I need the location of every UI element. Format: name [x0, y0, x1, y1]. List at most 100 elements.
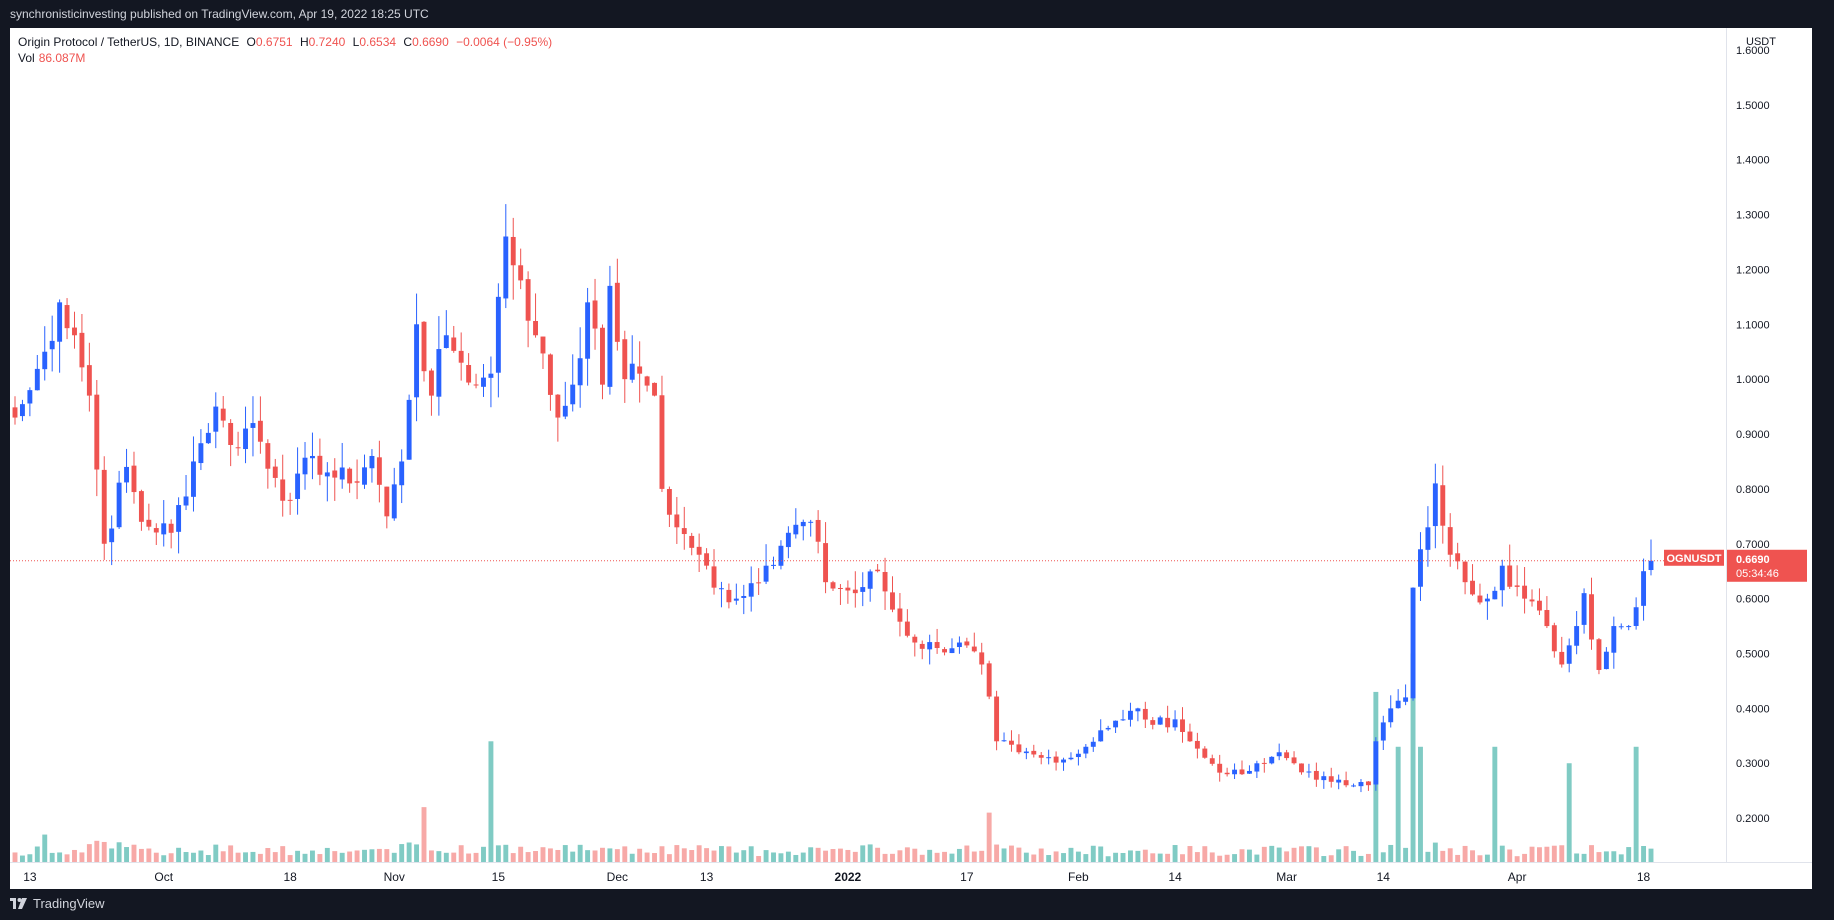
- volume-bar: [34, 846, 40, 862]
- volume-bar: [1068, 847, 1074, 862]
- volume-bar: [332, 851, 338, 862]
- candle-body: [1336, 779, 1342, 783]
- price-tick-label: 1.0000: [1736, 374, 1770, 386]
- volume-bar: [1358, 855, 1364, 862]
- candle-body: [1470, 580, 1475, 595]
- candle-body: [1276, 752, 1282, 757]
- candle-body: [1150, 720, 1156, 725]
- candle-body: [1626, 626, 1632, 628]
- volume-bar: [897, 850, 903, 862]
- candle-body: [1581, 593, 1587, 625]
- volume-bar: [1574, 853, 1580, 862]
- volume-bar: [384, 849, 390, 862]
- candle-body: [332, 470, 338, 478]
- candle-body: [986, 663, 992, 697]
- volume-bar: [949, 853, 955, 862]
- volume-bar: [1261, 846, 1267, 862]
- volume-bar: [629, 853, 635, 862]
- volume-bar: [1551, 845, 1557, 862]
- volume-bar: [852, 851, 858, 862]
- volume-bar: [1246, 849, 1252, 862]
- candle-body: [302, 457, 308, 475]
- candle-body: [592, 300, 598, 329]
- candle-body: [1023, 751, 1029, 754]
- open-value: 0.6751: [255, 35, 293, 49]
- volume-bar: [473, 852, 479, 862]
- volume-bar: [1343, 846, 1349, 862]
- candle-body: [473, 384, 479, 386]
- candle-body: [428, 370, 434, 396]
- volume-bar: [101, 841, 107, 862]
- candle-body: [466, 365, 472, 383]
- volume-bar: [1090, 845, 1096, 862]
- volume-bar: [176, 847, 182, 862]
- volume-bar: [979, 850, 985, 862]
- tradingview-logo[interactable]: TradingView: [10, 896, 105, 911]
- price-tick-label: 0.3000: [1736, 758, 1770, 770]
- volume-bar: [934, 852, 940, 862]
- time-tick-label: 18: [1637, 870, 1651, 884]
- candle-body: [1113, 720, 1119, 728]
- volume-bar: [503, 844, 509, 862]
- volume-bar: [1209, 852, 1215, 862]
- volume-bar: [882, 853, 888, 862]
- chart-panel[interactable]: Origin Protocol / TetherUS, 1D, BINANCE …: [10, 28, 1812, 889]
- candle-body: [711, 566, 717, 588]
- volume-bar: [1648, 848, 1654, 862]
- price-tag-value: 0.6690: [1736, 554, 1770, 566]
- candle-body: [310, 455, 315, 459]
- candle-body: [860, 587, 866, 592]
- volume-bar: [1365, 853, 1371, 862]
- volume-bar: [138, 848, 144, 862]
- candlestick-chart[interactable]: 1.6000 1.5000 1.4000 1.3000 1.2000 1.1000 1.00…: [10, 28, 1812, 889]
- candle-body: [1596, 639, 1602, 670]
- candle-body: [220, 408, 226, 421]
- candle-body: [518, 265, 524, 281]
- volume-bar: [1507, 849, 1513, 862]
- candle-body: [994, 696, 1000, 742]
- volume-bar: [867, 844, 873, 862]
- candle-body: [406, 399, 412, 460]
- candle-body: [778, 545, 784, 566]
- candle-body: [362, 467, 367, 485]
- candle-body: [607, 285, 613, 387]
- time-tick-label: 13: [700, 870, 714, 884]
- volume-bar: [12, 852, 18, 862]
- tradingview-brand: TradingView: [33, 896, 105, 911]
- candle-body: [971, 646, 977, 652]
- volume-bar: [1559, 845, 1565, 862]
- volume-bar: [1083, 854, 1089, 862]
- symbol-title[interactable]: Origin Protocol / TetherUS, 1D, BINANCE: [18, 35, 240, 49]
- volume-bar: [1418, 746, 1423, 862]
- time-tick-label: Apr: [1508, 870, 1527, 884]
- candle-body: [376, 457, 382, 485]
- volume-bar: [1470, 850, 1475, 862]
- candle-body: [1224, 772, 1230, 775]
- volume-bar: [1380, 852, 1386, 862]
- volume-bar: [681, 848, 687, 862]
- volume-bar: [592, 850, 598, 862]
- time-tick-label: 14: [1377, 870, 1391, 884]
- volume-bar: [1120, 852, 1126, 862]
- candle-body: [243, 428, 248, 450]
- volume-bar: [1395, 746, 1401, 862]
- candle-body: [1648, 560, 1654, 571]
- candle-body: [317, 455, 323, 475]
- candle-body: [689, 535, 695, 548]
- volume-bar: [369, 849, 375, 862]
- volume-bar: [1432, 842, 1438, 862]
- volume-bar: [42, 834, 48, 862]
- price-tick-label: 0.7000: [1736, 539, 1770, 551]
- candle-body: [1083, 746, 1089, 754]
- volume-bar: [1157, 853, 1163, 862]
- candle-body: [250, 423, 256, 428]
- candle-body: [1566, 645, 1572, 664]
- volume-bar: [555, 849, 561, 862]
- volume-bar: [1492, 746, 1498, 862]
- volume-bar: [1477, 855, 1483, 862]
- candle-body: [1105, 727, 1111, 730]
- tradingview-logo-icon: [10, 898, 27, 909]
- candle-body: [1537, 600, 1542, 611]
- volume-bar: [94, 840, 100, 862]
- candle-body: [1477, 595, 1483, 603]
